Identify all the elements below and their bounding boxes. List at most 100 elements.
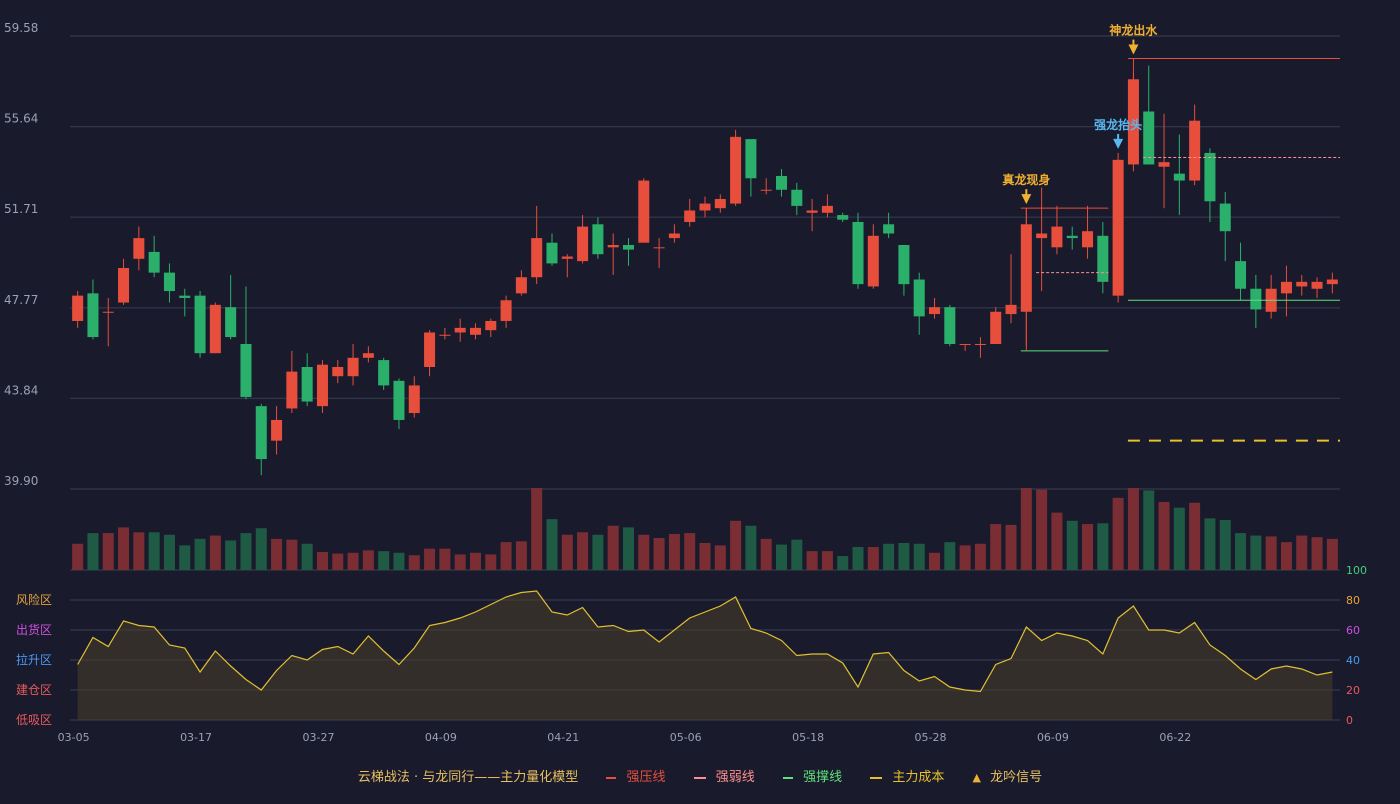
- volume-bar: [362, 550, 374, 570]
- volume-bar: [500, 542, 512, 570]
- candle-body: [1112, 159, 1124, 296]
- volume-bar: [1020, 488, 1032, 570]
- price-tick-label: 43.84: [4, 383, 38, 397]
- candle-body: [898, 245, 910, 285]
- legend-item-main-cost[interactable]: 主力成本: [870, 766, 944, 785]
- volume-bar: [577, 532, 589, 570]
- candle-body: [439, 334, 451, 336]
- candle-body: [730, 136, 742, 204]
- volume-bar: [469, 552, 481, 570]
- volume-bar: [393, 552, 405, 570]
- oscillator-zone-label: 低吸区: [16, 713, 52, 727]
- volume-bar: [638, 534, 650, 570]
- volume-bar: [974, 543, 986, 570]
- candle-body: [929, 307, 941, 315]
- candle-body: [1082, 231, 1094, 248]
- volume-bar: [1173, 507, 1185, 570]
- volume-bar: [1143, 490, 1155, 570]
- candle-body: [118, 268, 130, 303]
- date-tick-label: 05-18: [792, 731, 824, 744]
- candle-body: [944, 307, 956, 344]
- candle-body: [1173, 173, 1185, 181]
- candle-body: [699, 203, 711, 211]
- volume-bar: [1189, 502, 1201, 570]
- volume-bar: [745, 525, 757, 570]
- candle-body: [1204, 152, 1216, 202]
- candle-body: [837, 215, 849, 220]
- volume-bar: [821, 551, 833, 570]
- volume-bar: [944, 542, 956, 570]
- volume-bar: [653, 538, 665, 570]
- oscillator-tick-label: 100: [1346, 564, 1367, 577]
- candle-body: [745, 139, 757, 179]
- volume-bar: [714, 545, 726, 570]
- legend-label-signal: 龙吟信号: [990, 770, 1043, 785]
- candle-body: [561, 256, 573, 259]
- candle-body: [194, 295, 206, 354]
- volume-bar: [1036, 489, 1048, 570]
- oscillator-zone-label: 风险区: [16, 592, 52, 607]
- volume-bar: [913, 543, 925, 570]
- candle-body: [990, 311, 1002, 344]
- volume-bar: [209, 535, 221, 570]
- volume-bar: [1235, 533, 1247, 570]
- signal-arrow-icon: [1128, 44, 1139, 55]
- candle-body: [1250, 288, 1262, 310]
- candle-body: [607, 245, 619, 248]
- candle-body: [1235, 261, 1247, 289]
- oscillator-tick-label: 60: [1346, 624, 1360, 637]
- candle-body: [806, 210, 818, 213]
- volume-bar: [163, 534, 175, 570]
- candle-body: [286, 371, 298, 409]
- candle-body: [1326, 279, 1338, 285]
- volume-bar: [148, 532, 160, 570]
- volume-bar: [699, 542, 711, 570]
- volume-bar: [332, 553, 344, 570]
- volume-bar: [424, 548, 436, 570]
- candle-body: [424, 332, 436, 368]
- candle-body: [225, 307, 237, 338]
- price-tick-label: 47.77: [4, 293, 38, 307]
- volume-bar: [1097, 523, 1109, 570]
- oscillator-tick-label: 20: [1346, 684, 1360, 697]
- volume-bar: [301, 543, 313, 570]
- candle-body: [469, 327, 481, 335]
- signal-label: 真龙现身: [1002, 172, 1050, 187]
- volume-bar: [1280, 542, 1292, 570]
- candle-body: [592, 224, 604, 255]
- candle-body: [959, 343, 971, 345]
- volume-bar: [485, 554, 497, 570]
- volume-bar: [1082, 524, 1094, 570]
- oscillator-zone-label: 建仓区: [16, 683, 52, 697]
- volume-bar: [240, 533, 252, 570]
- volume-bar: [1311, 537, 1323, 570]
- volume-bar: [133, 532, 145, 570]
- date-tick-label: 03-27: [302, 731, 334, 744]
- date-tick-label: 06-09: [1037, 731, 1069, 744]
- volume-bar: [1127, 488, 1139, 570]
- candle-body: [87, 293, 99, 338]
- volume-bar: [194, 538, 206, 570]
- legend-item-signal[interactable]: ▲ 龙吟信号: [973, 766, 1043, 785]
- legend-item-strong-support[interactable]: 强撑线: [782, 766, 842, 785]
- candle-body: [653, 247, 665, 249]
- volume-bar: [929, 552, 941, 570]
- volume-bar: [1066, 520, 1078, 570]
- chart-legend: 云梯战法 · 与龙同行——主力量化模型 强压线 强弱线 强撑线 主力成本 ▲ 龙…: [0, 766, 1400, 785]
- volume-bar: [898, 542, 910, 570]
- candle-body: [1051, 226, 1063, 248]
- volume-bar: [592, 534, 604, 570]
- candle-body: [255, 406, 267, 460]
- candle-body: [883, 224, 895, 234]
- triangle-up-icon: ▲: [972, 771, 982, 784]
- legend-item-weak-pressure[interactable]: 强弱线: [693, 766, 755, 785]
- price-tick-label: 51.71: [4, 202, 38, 216]
- volume-bar: [225, 540, 237, 570]
- oscillator-zone-label: 拉升区: [16, 652, 52, 667]
- candle-body: [852, 221, 864, 285]
- candle-body: [347, 357, 359, 377]
- legend-item-strong-pressure[interactable]: 强压线: [606, 766, 666, 785]
- candle-body: [668, 233, 680, 239]
- weak-pressure-line-icon: [693, 776, 706, 779]
